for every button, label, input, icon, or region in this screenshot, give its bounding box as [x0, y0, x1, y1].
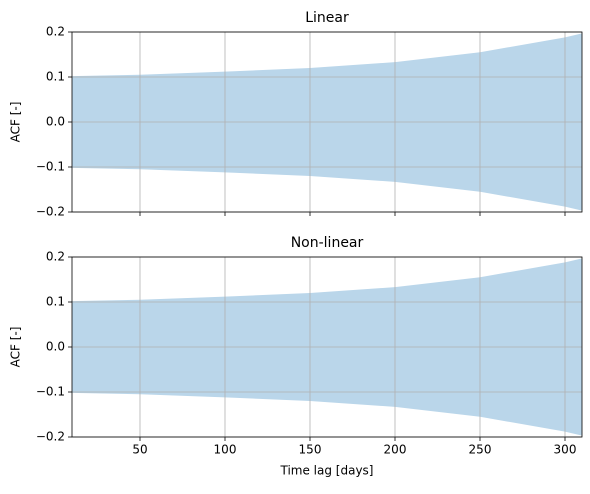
x-tick-label: 200 — [384, 443, 407, 457]
chart-title: Non-linear — [291, 235, 364, 251]
y-tick-label: 0.0 — [46, 340, 65, 354]
x-tick-label: 250 — [469, 443, 492, 457]
y-tick-label: −0.1 — [36, 160, 65, 174]
axes-frame — [71, 256, 583, 438]
y-tick-label: 0.2 — [46, 250, 65, 264]
y-axis-label: ACF [-] — [9, 102, 23, 143]
y-tick-label: 0.2 — [46, 25, 65, 39]
y-tick-label: 0.1 — [46, 70, 65, 84]
x-axis-label: Time lag [days] — [280, 464, 374, 478]
y-axis-label: ACF [-] — [9, 327, 23, 368]
y-tick-label: 0.0 — [46, 115, 65, 129]
y-tick-label: 0.1 — [46, 295, 65, 309]
y-tick-label: −0.1 — [36, 385, 65, 399]
x-tick-label: 100 — [214, 443, 237, 457]
x-tick-label: 150 — [299, 443, 322, 457]
y-tick-label: −0.2 — [36, 205, 65, 219]
x-tick-label: 300 — [554, 443, 577, 457]
x-tick-label: 50 — [132, 443, 147, 457]
chart-title: Linear — [305, 10, 349, 26]
axes-frame — [71, 31, 583, 213]
y-tick-label: −0.2 — [36, 430, 65, 444]
